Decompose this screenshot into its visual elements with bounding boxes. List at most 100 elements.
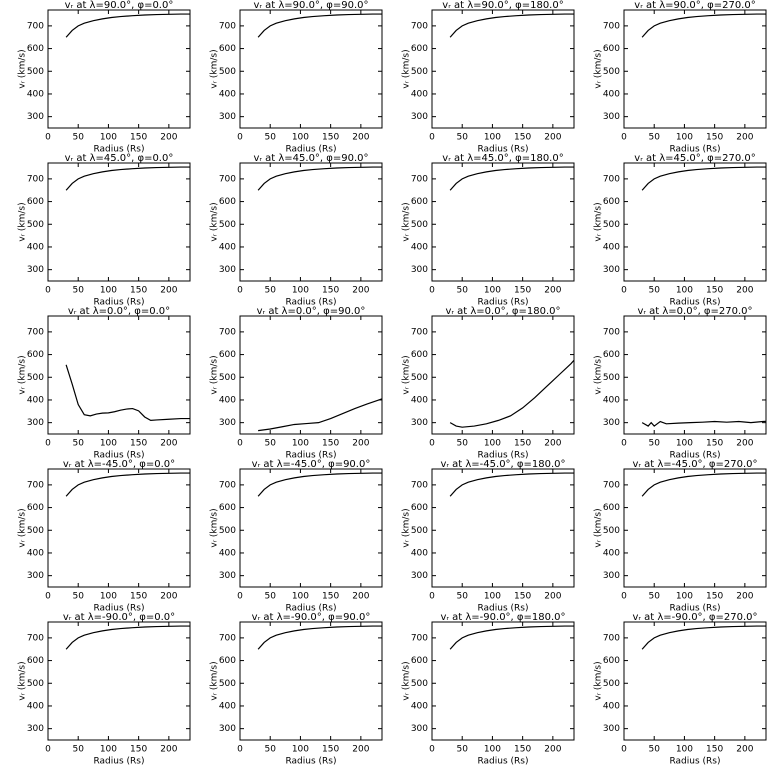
y-axis-label: vᵣ (km/s) bbox=[594, 508, 604, 547]
x-axis-label: Radius (Rs) bbox=[669, 145, 720, 155]
y-tick-label: 300 bbox=[219, 418, 236, 428]
x-tick-label: 100 bbox=[484, 745, 501, 755]
x-tick-label: 50 bbox=[456, 439, 468, 449]
y-tick-label: 600 bbox=[219, 503, 236, 513]
y-tick-label: 700 bbox=[27, 21, 44, 31]
y-tick-label: 700 bbox=[27, 633, 44, 643]
x-tick-label: 50 bbox=[456, 745, 468, 755]
x-tick-label: 200 bbox=[544, 745, 561, 755]
y-axis-label: vᵣ (km/s) bbox=[18, 355, 28, 394]
x-tick-label: 150 bbox=[322, 286, 339, 296]
y-axis-label: vᵣ (km/s) bbox=[402, 661, 412, 700]
x-tick-label: 200 bbox=[544, 286, 561, 296]
y-tick-label: 400 bbox=[603, 89, 620, 99]
x-tick-label: 50 bbox=[72, 745, 84, 755]
x-tick-label: 0 bbox=[45, 745, 51, 755]
panel: vᵣ at λ=-90.0°, φ=270.0° Radius (Rs) vᵣ (k… bbox=[594, 612, 767, 767]
y-tick-label: 700 bbox=[27, 327, 44, 337]
y-tick-label: 400 bbox=[219, 395, 236, 405]
x-tick-label: 150 bbox=[514, 133, 531, 143]
panel: vᵣ at λ=-45.0°, φ=180.0° Radius (Rs) vᵣ (k… bbox=[402, 459, 575, 614]
panel: vᵣ at λ=45.0°, φ=180.0° Radius (Rs) vᵣ (km… bbox=[402, 153, 575, 308]
x-tick-label: 100 bbox=[292, 439, 309, 449]
y-tick-label: 600 bbox=[27, 44, 44, 54]
y-tick-label: 700 bbox=[27, 480, 44, 490]
y-axis-label: vᵣ (km/s) bbox=[402, 355, 412, 394]
x-tick-label: 200 bbox=[352, 133, 369, 143]
y-tick-label: 500 bbox=[27, 220, 44, 230]
y-axis-label: vᵣ (km/s) bbox=[594, 355, 604, 394]
panel: vᵣ at λ=0.0°, φ=180.0° Radius (Rs) vᵣ (km/… bbox=[402, 306, 575, 461]
plot-frame bbox=[431, 621, 575, 741]
x-tick-label: 150 bbox=[514, 592, 531, 602]
y-tick-label: 500 bbox=[603, 526, 620, 536]
panel: vᵣ at λ=0.0°, φ=0.0° Radius (Rs) vᵣ (km/s)… bbox=[18, 306, 191, 461]
data-line bbox=[65, 472, 190, 497]
data-line bbox=[641, 166, 766, 191]
y-tick-label: 600 bbox=[219, 350, 236, 360]
x-tick-label: 150 bbox=[130, 286, 147, 296]
y-tick-label: 500 bbox=[603, 220, 620, 230]
y-tick-label: 400 bbox=[27, 548, 44, 558]
x-tick-label: 100 bbox=[484, 286, 501, 296]
plot-frame bbox=[623, 468, 767, 588]
data-line bbox=[449, 625, 574, 650]
y-axis-label: vᵣ (km/s) bbox=[210, 202, 220, 241]
y-tick-label: 600 bbox=[411, 350, 428, 360]
y-tick-label: 600 bbox=[603, 656, 620, 666]
plot-frame bbox=[239, 468, 383, 588]
y-tick-label: 400 bbox=[219, 242, 236, 252]
x-tick-label: 200 bbox=[352, 745, 369, 755]
x-tick-label: 50 bbox=[648, 439, 660, 449]
x-tick-label: 0 bbox=[237, 286, 243, 296]
panel: vᵣ at λ=45.0°, φ=270.0° Radius (Rs) vᵣ (km… bbox=[594, 153, 767, 308]
y-tick-label: 300 bbox=[411, 265, 428, 275]
x-tick-label: 0 bbox=[429, 439, 435, 449]
y-tick-label: 300 bbox=[27, 265, 44, 275]
x-tick-label: 0 bbox=[45, 286, 51, 296]
plot-frame bbox=[239, 315, 383, 435]
y-tick-label: 600 bbox=[603, 197, 620, 207]
y-axis-label: vᵣ (km/s) bbox=[18, 508, 28, 547]
y-tick-label: 700 bbox=[219, 21, 236, 31]
panel: vᵣ at λ=-45.0°, φ=0.0° Radius (Rs) vᵣ (km/… bbox=[18, 459, 191, 614]
data-line bbox=[257, 472, 382, 497]
x-tick-label: 0 bbox=[621, 133, 627, 143]
y-tick-label: 600 bbox=[219, 656, 236, 666]
x-axis-label: Radius (Rs) bbox=[477, 298, 528, 308]
y-tick-label: 700 bbox=[219, 633, 236, 643]
x-axis-label: Radius (Rs) bbox=[93, 145, 144, 155]
y-tick-label: 500 bbox=[411, 67, 428, 77]
y-tick-label: 700 bbox=[27, 174, 44, 184]
x-axis-label: Radius (Rs) bbox=[93, 451, 144, 461]
plot-frame bbox=[623, 162, 767, 282]
y-tick-label: 700 bbox=[219, 480, 236, 490]
y-tick-label: 300 bbox=[219, 265, 236, 275]
x-tick-label: 0 bbox=[429, 286, 435, 296]
x-tick-label: 200 bbox=[544, 592, 561, 602]
y-axis-label: vᵣ (km/s) bbox=[594, 202, 604, 241]
data-line bbox=[641, 625, 766, 650]
panel: vᵣ at λ=90.0°, φ=0.0° Radius (Rs) vᵣ (km/s… bbox=[18, 0, 191, 155]
panel-title: vᵣ at λ=90.0°, φ=0.0° bbox=[65, 0, 174, 11]
y-tick-label: 300 bbox=[219, 112, 236, 122]
data-line bbox=[65, 13, 190, 38]
x-tick-label: 200 bbox=[160, 592, 177, 602]
y-tick-label: 400 bbox=[411, 242, 428, 252]
panel-title: vᵣ at λ=-90.0°, φ=0.0° bbox=[63, 612, 175, 623]
y-tick-label: 400 bbox=[27, 395, 44, 405]
y-tick-label: 400 bbox=[27, 89, 44, 99]
y-tick-label: 500 bbox=[411, 679, 428, 689]
x-tick-label: 100 bbox=[100, 592, 117, 602]
y-tick-label: 600 bbox=[27, 350, 44, 360]
x-tick-label: 0 bbox=[237, 439, 243, 449]
panel-title: vᵣ at λ=-90.0°, φ=180.0° bbox=[440, 612, 565, 623]
y-tick-label: 600 bbox=[603, 350, 620, 360]
data-line bbox=[641, 13, 766, 38]
data-line bbox=[449, 166, 574, 191]
x-tick-label: 0 bbox=[45, 439, 51, 449]
y-tick-label: 300 bbox=[27, 724, 44, 734]
y-axis-label: vᵣ (km/s) bbox=[402, 202, 412, 241]
x-axis-label: Radius (Rs) bbox=[285, 298, 336, 308]
